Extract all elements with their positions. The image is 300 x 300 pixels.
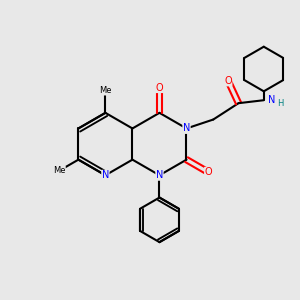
- Text: N: N: [102, 170, 109, 180]
- Text: N: N: [268, 95, 275, 105]
- Text: Me: Me: [53, 166, 65, 175]
- Text: O: O: [156, 82, 163, 93]
- Text: H: H: [277, 99, 283, 108]
- Text: N: N: [156, 170, 163, 180]
- Text: O: O: [224, 76, 232, 86]
- Text: N: N: [183, 124, 190, 134]
- Text: O: O: [205, 167, 212, 177]
- Text: Me: Me: [99, 86, 112, 95]
